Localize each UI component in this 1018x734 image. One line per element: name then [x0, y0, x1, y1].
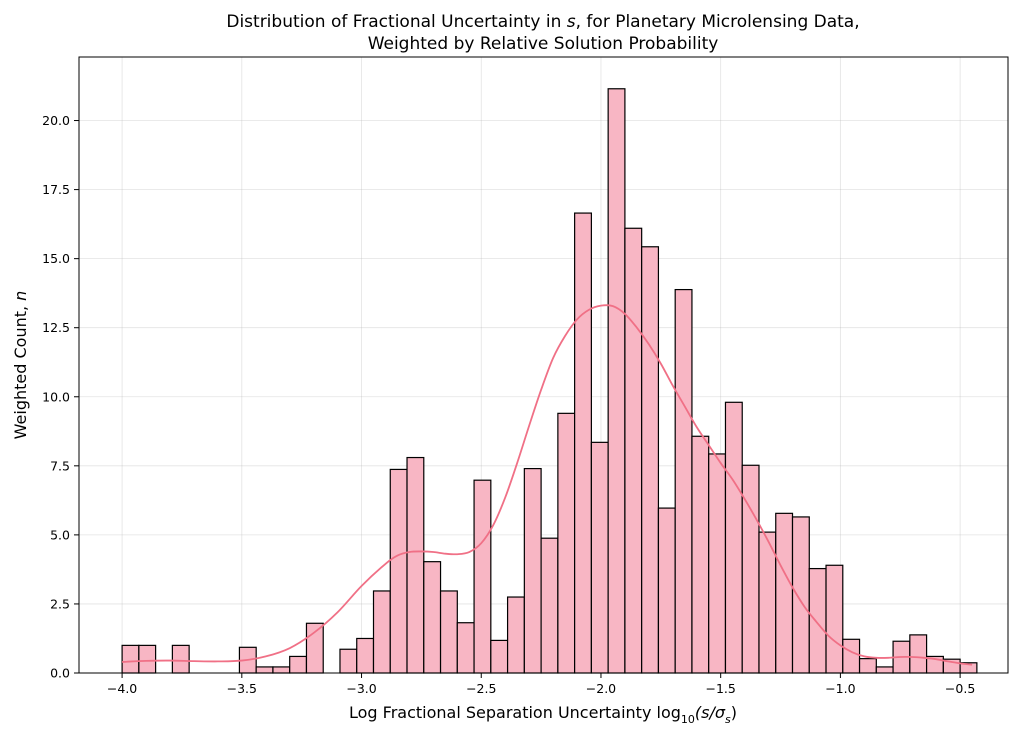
y-tick-label: 10.0	[42, 389, 70, 404]
histogram-bar	[540, 537, 559, 674]
histogram-bar	[121, 644, 140, 674]
histogram-bar	[255, 666, 274, 674]
histogram-bar	[406, 456, 425, 674]
histogram-bar	[356, 637, 375, 674]
x-tick-label: −3.5	[227, 681, 257, 696]
y-axis-ticks: 0.0 2.5 5.0 7.5 10.0 12.5 15.0 17.5 20.0	[42, 113, 79, 681]
y-tick-label: 12.5	[42, 320, 70, 335]
histogram-bar	[473, 479, 492, 674]
x-tick-label: −1.0	[825, 681, 855, 696]
histogram-bar	[674, 288, 693, 674]
y-tick-label: 20.0	[42, 113, 70, 128]
histogram-bar	[339, 648, 358, 674]
grid	[79, 57, 1008, 674]
y-axis-label: Weighted Count, n	[11, 291, 30, 440]
histogram-bar	[825, 564, 844, 674]
histogram-bar	[590, 441, 609, 674]
histogram-bar	[724, 401, 743, 674]
y-tick-label: 0.0	[50, 666, 70, 681]
y-tick-label: 2.5	[50, 596, 70, 611]
y-tick-label: 7.5	[50, 458, 70, 473]
histogram-bar	[171, 644, 190, 674]
histogram-bar	[708, 453, 727, 674]
y-tick-label: 15.0	[42, 251, 70, 266]
chart-title-line2: Weighted by Relative Solution Probabilit…	[368, 34, 719, 54]
histogram-bar	[138, 644, 157, 674]
histogram-bar	[775, 512, 794, 674]
x-tick-label: −2.0	[586, 681, 616, 696]
histogram-bars	[121, 88, 978, 674]
histogram-bar	[641, 246, 660, 674]
x-axis-label: Log Fractional Separation Uncertainty lo…	[349, 703, 737, 726]
histogram-bar	[624, 227, 643, 674]
histogram-bar	[506, 596, 525, 674]
histogram-bar	[523, 467, 542, 674]
histogram-bar	[456, 622, 475, 674]
histogram-bar	[389, 468, 408, 674]
histogram-bar	[842, 638, 861, 674]
histogram-bar	[557, 412, 576, 674]
kde-curve	[122, 304, 973, 666]
histogram-bar	[272, 666, 291, 674]
x-axis-ticks: −4.0 −3.5 −3.0 −2.5 −2.0 −1.5 −1.0 −0.5	[107, 673, 975, 696]
histogram-bar	[791, 516, 810, 674]
x-tick-label: −2.5	[466, 681, 496, 696]
histogram-bar	[490, 639, 509, 674]
histogram-bar	[741, 464, 760, 674]
x-tick-label: −3.0	[346, 681, 376, 696]
x-tick-label: −4.0	[107, 681, 137, 696]
x-tick-label: −1.5	[706, 681, 736, 696]
histogram-bar	[607, 88, 626, 674]
histogram-bar	[574, 212, 592, 674]
y-tick-label: 17.5	[42, 182, 70, 197]
x-tick-label: −0.5	[945, 681, 975, 696]
histogram-bar	[858, 658, 877, 674]
histogram-bar	[875, 666, 894, 674]
chart-title-line1: Distribution of Fractional Uncertainty i…	[226, 12, 859, 32]
histogram-bar	[758, 531, 777, 674]
plot-frame	[78, 56, 1009, 674]
histogram-bar	[909, 634, 928, 674]
y-tick-label: 5.0	[50, 527, 70, 542]
histogram-bar	[289, 655, 308, 674]
histogram-bar	[372, 590, 391, 674]
histogram-bar	[439, 590, 458, 674]
histogram-bar	[657, 507, 676, 674]
histogram-bar	[423, 561, 442, 674]
histogram-bar	[691, 435, 710, 674]
histogram-bar	[305, 622, 324, 674]
histogram-bar	[808, 567, 827, 674]
